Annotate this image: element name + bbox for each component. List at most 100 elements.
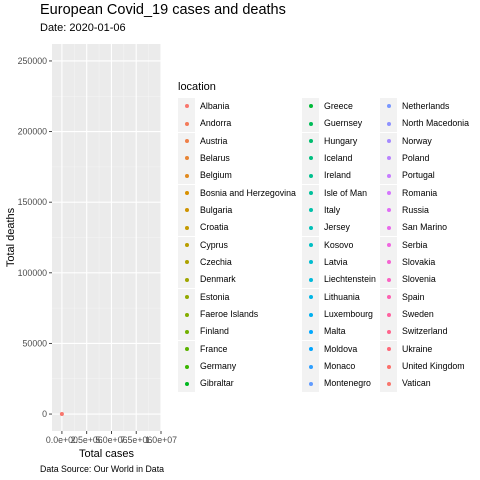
legend-dot <box>184 208 189 213</box>
x-axis: 0.0e+002.5e+065.0e+067.5e+061.0e+07 <box>46 431 177 445</box>
legend-dot <box>308 243 313 248</box>
legend-key <box>380 358 397 376</box>
legend-dot <box>308 121 313 126</box>
legend-label: Sweden <box>402 309 434 319</box>
legend-key <box>178 184 195 202</box>
legend-label: Luxembourg <box>324 309 373 319</box>
legend-dot <box>184 139 189 143</box>
legend-label: Switzerland <box>402 326 448 337</box>
legend-dot <box>308 277 313 282</box>
legend-label: Ukraine <box>402 343 433 354</box>
legend-label: Bulgaria <box>200 204 233 215</box>
legend-key <box>302 375 319 393</box>
legend-label: Bosnia and Herzegovina <box>200 187 296 198</box>
legend-key <box>380 271 397 289</box>
x-axis-label: Total cases <box>79 448 135 460</box>
legend-key <box>178 375 195 393</box>
legend-key <box>178 340 195 358</box>
legend-key <box>380 236 397 254</box>
legend-label: Poland <box>402 152 430 163</box>
legend-key <box>302 115 319 133</box>
legend-label: Netherlands <box>402 100 450 111</box>
legend-dot <box>386 104 391 109</box>
legend-label: Isle of Man <box>324 187 368 198</box>
legend-dot <box>386 208 391 213</box>
legend-label: Monaco <box>324 361 356 372</box>
legend-label: Montenegro <box>324 378 371 389</box>
legend-label: Gibraltar <box>200 378 234 389</box>
y-axis: 0 50000 100000 150000 200000 250000 <box>18 56 52 419</box>
legend-key <box>178 201 195 219</box>
legend-key <box>380 323 397 341</box>
legend-dot <box>184 381 189 386</box>
legend-label: Albania <box>200 100 230 111</box>
legend-key <box>380 253 397 271</box>
legend-dot <box>386 243 391 248</box>
major-gridlines <box>52 44 162 431</box>
legend-key <box>302 236 319 254</box>
legend-label: Iceland <box>324 152 353 163</box>
legend-label: Faeroe Islands <box>200 309 259 319</box>
legend-label: Cyprus <box>200 239 228 250</box>
legend-dot <box>308 225 313 230</box>
legend-key <box>380 306 397 323</box>
legend-key <box>302 132 319 150</box>
legend-dot <box>184 225 189 230</box>
legend-label: United Kingdom <box>402 361 465 372</box>
legend-label: Serbia <box>402 239 428 250</box>
legend-dot <box>184 243 189 248</box>
legend-title: location <box>178 81 216 93</box>
legend-label: Kosovo <box>324 239 354 250</box>
legend-key <box>178 132 195 150</box>
legend-key <box>302 97 319 115</box>
legend-key <box>302 358 319 376</box>
legend-key <box>302 271 319 289</box>
legend-dot <box>184 156 189 161</box>
legend-dot <box>308 364 313 369</box>
legend-label: North Macedonia <box>402 118 469 129</box>
legend-key <box>178 271 195 289</box>
legend-key <box>380 115 397 133</box>
legend-dot <box>308 312 313 317</box>
legend-key <box>302 167 319 185</box>
legend-label: Latvia <box>324 256 348 267</box>
legend-dot <box>386 277 391 282</box>
legend-dot <box>386 156 391 161</box>
legend-dot <box>308 260 313 265</box>
legend-dot <box>308 173 313 178</box>
legend-dot <box>386 329 391 334</box>
legend-key <box>302 288 319 306</box>
legend-dot <box>308 191 313 196</box>
legend-key <box>380 184 397 202</box>
legend-key <box>178 97 195 115</box>
data-points <box>59 412 64 417</box>
legend-dot <box>386 173 391 178</box>
legend-label: Belgium <box>200 170 232 181</box>
y-tick-label: 150000 <box>18 197 47 207</box>
legend-label: Italy <box>324 204 341 215</box>
x-tick-label: 7.5e+06 <box>120 435 152 445</box>
legend-label: Lithuania <box>324 291 360 302</box>
legend-label: Finland <box>200 326 229 337</box>
legend-key <box>302 184 319 202</box>
legend-key <box>178 167 195 185</box>
chart-subtitle: Date: 2020-01-06 <box>40 22 126 34</box>
legend-key <box>178 288 195 306</box>
legend-dot <box>308 139 313 143</box>
legend-dot <box>184 347 189 352</box>
y-tick-label: 250000 <box>18 56 47 66</box>
legend-dot <box>386 347 391 352</box>
x-tick-label: 5.0e+06 <box>95 435 127 445</box>
legend-dot <box>386 312 391 317</box>
legend-key <box>380 149 397 167</box>
legend-key <box>302 149 319 167</box>
legend-key <box>178 149 195 167</box>
legend-key <box>178 115 195 133</box>
legend-dot <box>386 191 391 196</box>
legend-key <box>380 97 397 115</box>
legend-key <box>380 132 397 150</box>
legend-dot <box>184 364 189 369</box>
chart-title: European Covid_19 cases and deaths <box>40 2 286 18</box>
legend-label: Croatia <box>200 222 229 233</box>
